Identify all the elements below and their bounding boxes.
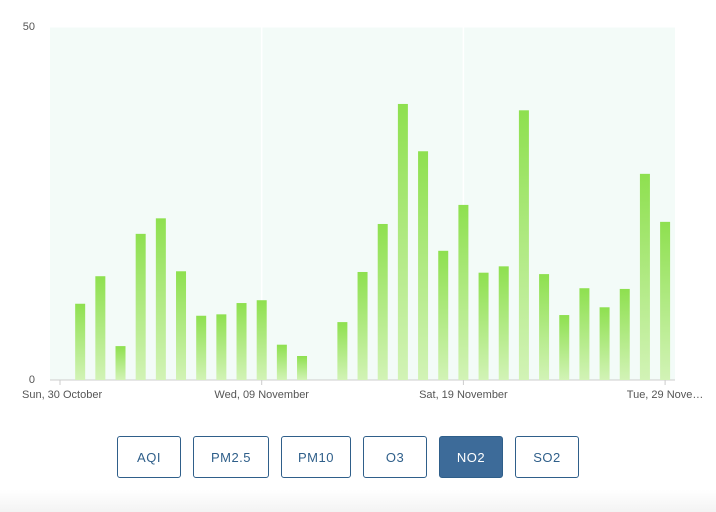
bar (619, 288, 630, 380)
bar (639, 173, 650, 380)
bar (196, 315, 207, 380)
chart: 0 50 Sun, 30 October Wed, 09 November Sat, 1… (22, 21, 704, 401)
x-tick-label: Tue, 29 Nove… (627, 389, 704, 401)
bar (559, 315, 570, 380)
bar (135, 233, 146, 380)
bar (176, 271, 187, 380)
bar (660, 221, 671, 380)
bar (95, 276, 106, 380)
y-tick-label: 0 (29, 374, 35, 386)
bar (599, 307, 610, 380)
bar (478, 272, 489, 380)
x-tick-label: Wed, 09 November (214, 389, 309, 401)
bar (75, 303, 86, 380)
bar (377, 223, 388, 380)
x-tick-label: Sat, 19 November (419, 389, 508, 401)
bar (579, 288, 590, 380)
bar (397, 103, 408, 380)
bar (115, 346, 126, 380)
bar (256, 300, 267, 380)
bar (297, 355, 308, 380)
pollutant-button[interactable]: PM2.5 (193, 436, 269, 478)
bar (418, 151, 429, 380)
bar (155, 218, 166, 380)
pollutant-button[interactable]: PM10 (281, 436, 351, 478)
bar (539, 274, 550, 380)
bar (438, 250, 449, 380)
x-tick-label: Sun, 30 October (22, 389, 102, 401)
bar (458, 204, 469, 380)
bar (357, 271, 368, 380)
pollutant-button[interactable]: O3 (363, 436, 427, 478)
bar (337, 322, 348, 380)
pollutant-button[interactable]: NO2 (439, 436, 503, 478)
bar (276, 344, 287, 380)
bar (236, 303, 247, 380)
pollutant-button[interactable]: SO2 (515, 436, 579, 478)
y-tick-label: 50 (23, 21, 35, 33)
bar (518, 110, 529, 381)
bar (216, 314, 227, 380)
bar (498, 266, 509, 380)
button-bar: AQI PM2.5 PM10 O3 NO2 SO2 (0, 436, 716, 482)
pollutant-button[interactable]: AQI (117, 436, 181, 478)
